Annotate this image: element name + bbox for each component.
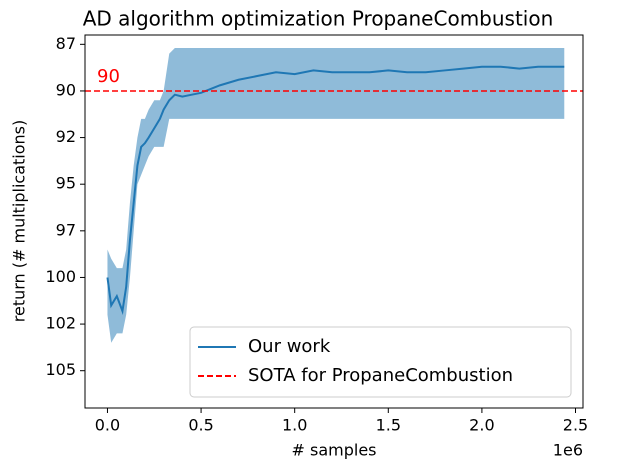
plot-frame xyxy=(84,34,584,409)
reference-label: 90 xyxy=(97,66,120,87)
y-tick-label: 95 xyxy=(56,174,76,193)
y-tick-label: 90 xyxy=(56,80,76,99)
y-tick-label: 100 xyxy=(45,267,76,286)
x-tick-label: 2.5 xyxy=(563,416,588,435)
y-tick-label: 102 xyxy=(45,314,76,333)
y-axis-label: return (# multiplications) xyxy=(10,120,29,323)
x-axis-label: # samples xyxy=(292,441,377,460)
legend-label: Our work xyxy=(248,336,331,357)
x-tick-label: 2.0 xyxy=(469,416,494,435)
x-tick-label: 1.5 xyxy=(376,416,401,435)
chart-title: AD algorithm optimization PropaneCombust… xyxy=(83,7,554,31)
y-tick-label: 97 xyxy=(56,220,76,239)
y-tick-label: 87 xyxy=(56,34,76,53)
legend-box xyxy=(189,326,572,398)
x-offset-label: 1e6 xyxy=(553,441,583,460)
x-tick-label: 0.0 xyxy=(95,416,120,435)
x-tick-label: 0.5 xyxy=(188,416,213,435)
band xyxy=(107,48,565,343)
y-tick-label: 92 xyxy=(56,127,76,146)
x-tick-label: 1.0 xyxy=(282,416,307,435)
line xyxy=(106,65,565,315)
y-tick-label: 105 xyxy=(45,360,76,379)
legend-label: SOTA for PropaneCombustion xyxy=(248,365,513,386)
